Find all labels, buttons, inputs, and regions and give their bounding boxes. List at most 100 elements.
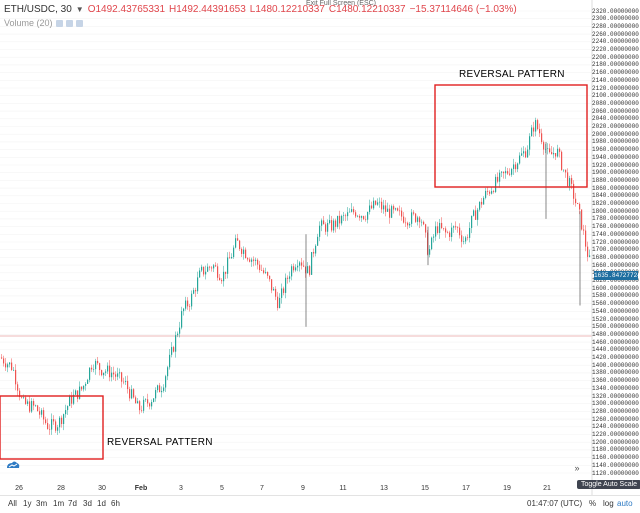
candle-body bbox=[297, 265, 299, 268]
exit-fullscreen-hint[interactable]: Exit Full Screen (ESC) bbox=[306, 0, 377, 7]
candle-body bbox=[185, 300, 187, 309]
candle-body bbox=[457, 227, 459, 228]
time-axis-label: Feb bbox=[134, 485, 148, 492]
price-axis-label: 2140.00000000 bbox=[592, 76, 639, 84]
candle-body bbox=[277, 296, 279, 308]
candle-body bbox=[29, 401, 31, 412]
timeframe-7d-button[interactable]: 7d bbox=[68, 499, 77, 508]
candle-body bbox=[57, 427, 59, 431]
candle-body bbox=[27, 401, 29, 404]
price-axis-label: 1360.00000000 bbox=[592, 377, 639, 385]
candle-body bbox=[587, 246, 589, 257]
candle-body bbox=[525, 151, 527, 158]
candle-body bbox=[341, 215, 343, 224]
candle-body bbox=[23, 397, 25, 398]
candle-body bbox=[315, 245, 317, 254]
candle-body bbox=[263, 270, 265, 273]
eye-icon[interactable] bbox=[55, 19, 63, 27]
price-axis-label: 1340.00000000 bbox=[592, 384, 639, 392]
candle-body bbox=[237, 238, 239, 241]
candle-body bbox=[343, 215, 345, 217]
settings-icon[interactable] bbox=[65, 19, 73, 27]
candle-body bbox=[71, 396, 73, 404]
price-axis-label: 1560.00000000 bbox=[592, 300, 639, 308]
candle-body bbox=[499, 172, 501, 182]
candle-body bbox=[5, 363, 7, 368]
candle-body bbox=[221, 280, 223, 282]
candle-body bbox=[15, 369, 17, 385]
candle-body bbox=[227, 257, 229, 274]
candle-body bbox=[127, 380, 129, 390]
annotation-box-top[interactable] bbox=[434, 84, 588, 188]
candle-body bbox=[545, 148, 547, 150]
log-scale-button[interactable]: log bbox=[603, 499, 614, 508]
candle-body bbox=[193, 290, 195, 294]
symbol-name[interactable]: ETH/USDC, 30 bbox=[4, 4, 72, 15]
timeframe-3m-button[interactable]: 3m bbox=[36, 499, 48, 508]
timeframe-3d-button[interactable]: 3d bbox=[83, 499, 92, 508]
candle-body bbox=[177, 333, 179, 336]
price-axis-label: 1280.00000000 bbox=[592, 407, 639, 415]
candle-body bbox=[361, 216, 363, 218]
chevron-down-icon[interactable]: ▼ bbox=[75, 5, 84, 14]
candle-body bbox=[199, 270, 201, 278]
candle-body bbox=[13, 369, 15, 371]
candle-body bbox=[95, 360, 97, 370]
time-axis-label: 19 bbox=[503, 485, 511, 492]
candle-body bbox=[169, 354, 171, 368]
candle-body bbox=[455, 226, 457, 228]
candle-body bbox=[387, 208, 389, 212]
price-axis-label: 1120.00000000 bbox=[592, 469, 639, 477]
candle-body bbox=[189, 306, 191, 307]
volume-label: Volume (20) bbox=[4, 18, 53, 28]
candle-body bbox=[421, 221, 423, 223]
candle-body bbox=[119, 372, 121, 374]
timeframe-1m-button[interactable]: 1m bbox=[53, 499, 65, 508]
timeframe-1d-button[interactable]: 1d bbox=[97, 499, 106, 508]
candle-body bbox=[205, 271, 207, 275]
candle-body bbox=[465, 237, 467, 242]
price-axis-label: 2100.00000000 bbox=[592, 92, 639, 100]
price-axis-label: 1820.00000000 bbox=[592, 200, 639, 207]
timeframe-6h-button[interactable]: 6h bbox=[111, 499, 120, 508]
candle-body bbox=[151, 402, 153, 407]
candle-body bbox=[37, 405, 39, 412]
candle-body bbox=[123, 381, 125, 383]
candle-body bbox=[213, 265, 215, 269]
candle-body bbox=[573, 183, 575, 199]
candle-body bbox=[167, 367, 169, 377]
price-axis-label: 2220.00000000 bbox=[592, 46, 639, 53]
auto-scale-button[interactable]: auto bbox=[617, 499, 633, 508]
candle-body bbox=[559, 148, 561, 152]
timeframe-1y-button[interactable]: 1y bbox=[23, 499, 32, 508]
candle-body bbox=[285, 277, 287, 293]
candle-body bbox=[293, 266, 295, 271]
candle-body bbox=[481, 201, 483, 205]
time-axis-label: 9 bbox=[301, 485, 305, 492]
candle-body bbox=[87, 379, 89, 384]
price-axis-label: 1680.00000000 bbox=[592, 253, 639, 261]
candle-body bbox=[187, 300, 189, 307]
candle-body bbox=[561, 151, 563, 170]
candle-body bbox=[373, 200, 375, 209]
timeframe-all-button[interactable]: All bbox=[8, 499, 17, 508]
annotation-box-bottom[interactable] bbox=[0, 395, 104, 460]
candle-body bbox=[507, 171, 509, 174]
candle-body bbox=[509, 173, 511, 175]
candle-body bbox=[271, 279, 273, 291]
candle-body bbox=[267, 271, 269, 276]
close-icon[interactable] bbox=[75, 19, 83, 27]
candle-body bbox=[295, 267, 297, 271]
candle-body bbox=[435, 226, 437, 237]
candle-body bbox=[365, 219, 367, 220]
candle-body bbox=[429, 249, 431, 255]
candle-body bbox=[489, 191, 491, 194]
candle-body bbox=[239, 240, 241, 249]
candle-body bbox=[517, 163, 519, 170]
scroll-to-realtime-icon[interactable]: » bbox=[574, 463, 580, 473]
candle-body bbox=[65, 410, 67, 415]
price-axis-label: 2000.00000000 bbox=[592, 130, 639, 138]
percent-scale-button[interactable]: % bbox=[589, 499, 597, 508]
